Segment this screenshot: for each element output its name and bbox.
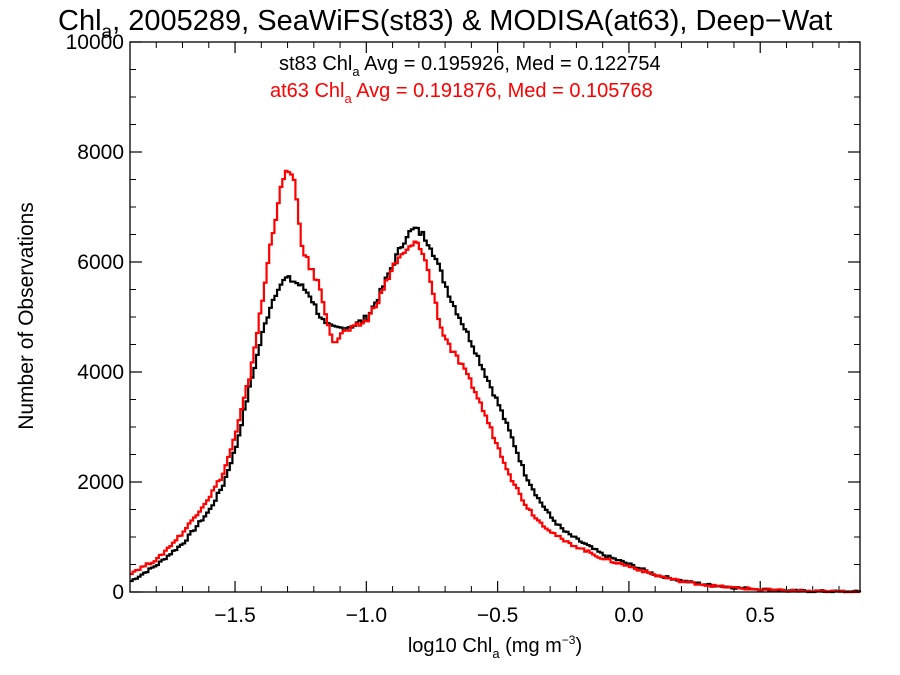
x-axis-label-a: log10 Chl (408, 635, 493, 657)
annotation-st83: st83 Chla Avg = 0.195926, Med = 0.122754 (279, 53, 661, 79)
y-tick-label: 8000 (77, 141, 124, 164)
x-tick-label: −1.5 (214, 604, 255, 627)
x-tick-label: 0.0 (614, 604, 643, 627)
annotation-at63-b: Avg = 0.191876, Med = 0.105768 (352, 80, 653, 102)
x-axis-label-b: (mg m (500, 635, 562, 657)
y-tick-label: 10000 (66, 31, 124, 54)
annotation-st83-a: st83 Chl (279, 53, 352, 75)
annotation-at63: at63 Chla Avg = 0.191876, Med = 0.105768 (270, 80, 653, 106)
annotation-st83-b: Avg = 0.195926, Med = 0.122754 (360, 53, 661, 75)
x-axis-label-c: ) (575, 635, 582, 657)
y-axis-label: Number of Observations (15, 202, 38, 430)
annotation-at63-sub: a (345, 91, 353, 106)
x-tick-label: 0.5 (746, 604, 775, 627)
chart-title-subscript: a (102, 22, 113, 43)
axes-layer: −1.5 −1.0 −0.5 0.0 0.5 0 2000 4000 6000 8000 10000 (66, 31, 860, 627)
annotation-st83-sub: a (352, 64, 360, 79)
chart-title-rest: , 2005289, SeaWiFS(st83) & MODISA(at63),… (112, 5, 832, 37)
chart-title-main: Chl (58, 5, 102, 37)
x-axis-label-sub: a (492, 646, 500, 661)
series-line-at63 (130, 169, 860, 594)
y-tick-label: 0 (112, 581, 124, 604)
x-tick-label: −1.0 (346, 604, 387, 627)
x-axis-label: log10 Chla (mg m−3) (408, 633, 582, 661)
y-tick-label: 6000 (77, 251, 124, 274)
chart-title: Chla, 2005289, SeaWiFS(st83) & MODISA(at… (58, 5, 832, 43)
y-tick-label: 4000 (77, 361, 124, 384)
plot-frame (129, 41, 861, 593)
y-tick-label: 2000 (77, 471, 124, 494)
x-axis-label-sup: −3 (562, 633, 576, 647)
series-layer (130, 169, 862, 594)
annotation-at63-a: at63 Chl (270, 80, 345, 102)
x-tick-label: −0.5 (477, 604, 518, 627)
